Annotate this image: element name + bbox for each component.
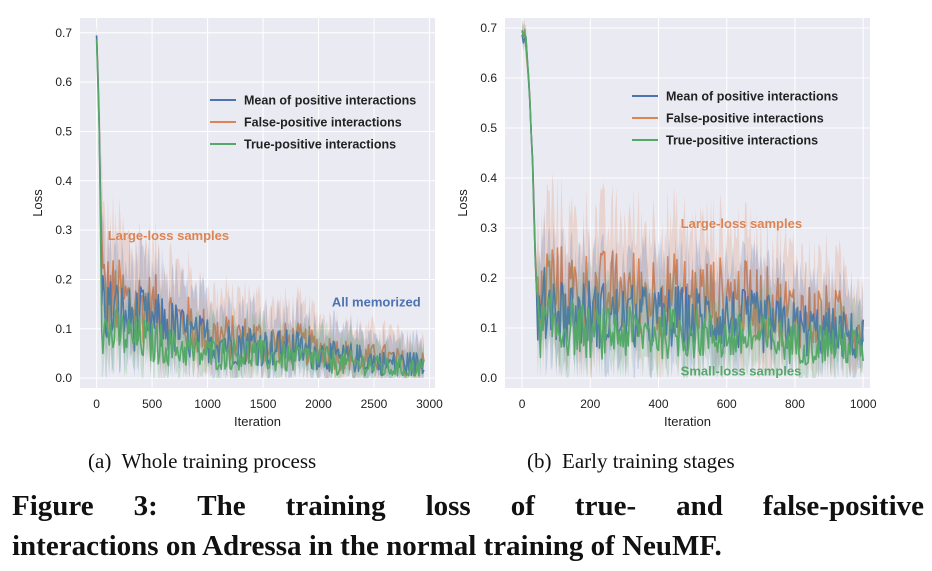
series-band-mean-of-positive-interactions: [96, 24, 424, 379]
x-axis-label: Iteration: [664, 414, 711, 429]
y-tick-label: 0.2: [480, 271, 497, 285]
legend-entry: Mean of positive interactions: [244, 94, 416, 108]
annotation-label: Large-loss samples: [681, 216, 802, 231]
subcaption-a-label: (a): [88, 449, 112, 473]
series-band-true-positive-interactions: [96, 28, 424, 379]
y-tick-label: 0.3: [55, 223, 72, 237]
x-tick-label: 0: [93, 397, 100, 411]
chart-panel-b: 0 200 400 600 800 1000 0.0 0.1 0.2 0.3 0.4 0.5 0.6 0.…: [455, 18, 877, 429]
series-line-true-positive-interactions: [95, 39, 425, 377]
legend: Mean of positive interactions False-posit…: [632, 90, 838, 148]
x-tick-label: 3000: [416, 397, 443, 411]
series-line-true-positive-interactions: [521, 30, 864, 366]
annotation-label: Large-loss samples: [108, 228, 229, 243]
x-tick-label: 1000: [194, 397, 221, 411]
x-tick-label: 1500: [250, 397, 277, 411]
chart-panel-a: 0 500 1000 1500 2000 2500 3000 0.0 0.1 0.2 0.3 0.4 0…: [30, 18, 443, 429]
series-band-true-positive-interactions: [522, 19, 864, 378]
y-tick-label: 0.1: [55, 322, 72, 336]
x-tick-label: 500: [142, 397, 162, 411]
caption-line-2: interactions on Adressa in the normal tr…: [12, 530, 722, 562]
y-tick-label: 0.7: [55, 26, 72, 40]
x-tick-label: 1000: [850, 397, 877, 411]
legend-entry: False-positive interactions: [666, 112, 824, 126]
series-band-false-positive-interactions: [96, 24, 424, 379]
annotation-label: All memorized: [332, 295, 421, 310]
x-axis-label: Iteration: [234, 414, 281, 429]
legend-entry: Mean of positive interactions: [666, 90, 838, 104]
subcaption-b-label: (b): [527, 449, 552, 473]
y-tick-label: 0.4: [55, 174, 72, 188]
series-line-mean-of-positive-interactions: [521, 34, 864, 359]
subcaption-b: (b) Early training stages: [527, 449, 735, 474]
series-group: [521, 19, 864, 378]
y-tick-label: 0.0: [480, 371, 497, 385]
series-group: [95, 24, 425, 379]
y-tick-label: 0.5: [55, 124, 72, 138]
figure-caption: Figure 3: The training loss of true- and…: [12, 486, 924, 566]
y-tick-label: 0.1: [480, 321, 497, 335]
annotation-label: Small-loss samples: [681, 364, 802, 379]
legend-entry: True-positive interactions: [244, 138, 396, 152]
x-tick-label: 0: [519, 397, 526, 411]
y-tick-label: 0.3: [480, 221, 497, 235]
y-tick-label: 0.0: [55, 371, 72, 385]
legend: Mean of positive interactions False-posit…: [210, 94, 416, 152]
x-tick-label: 2000: [305, 397, 332, 411]
subcaption-a-text: Whole training process: [121, 449, 317, 473]
figure-charts: 0 500 1000 1500 2000 2500 30000.00.10.20.30.40…: [30, 18, 877, 429]
y-axis-label: Loss: [455, 189, 470, 217]
series-band-mean-of-positive-interactions: [522, 23, 864, 378]
x-tick-label: 600: [717, 397, 737, 411]
y-tick-label: 0.5: [480, 121, 497, 135]
x-tick-label: 2500: [361, 397, 388, 411]
x-tick-label: 200: [580, 397, 600, 411]
subcaption-a: (a) Whole training process: [88, 449, 316, 474]
legend-entry: False-positive interactions: [244, 116, 402, 130]
legend-entry: True-positive interactions: [666, 134, 818, 148]
y-tick-label: 0.7: [480, 21, 497, 35]
y-axis-label: Loss: [30, 189, 45, 217]
y-tick-label: 0.6: [55, 75, 72, 89]
y-tick-label: 0.4: [480, 171, 497, 185]
y-tick-label: 0.2: [55, 272, 72, 286]
caption-line-1: Figure 3: The training loss of true- and…: [12, 490, 924, 522]
subcaption-b-text: Early training stages: [562, 449, 735, 473]
y-tick-label: 0.6: [480, 71, 497, 85]
x-tick-label: 400: [648, 397, 668, 411]
x-tick-label: 800: [785, 397, 805, 411]
